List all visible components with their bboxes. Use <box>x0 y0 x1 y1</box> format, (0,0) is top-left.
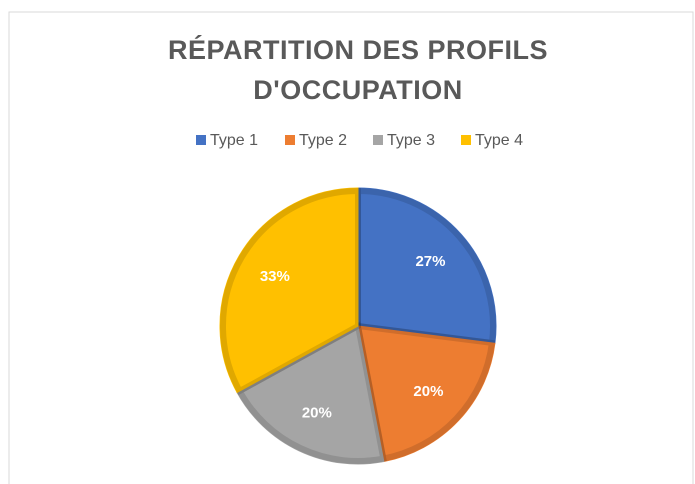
data-label: 27% <box>415 253 445 270</box>
pie-slice <box>219 187 359 394</box>
data-label: 20% <box>413 383 443 400</box>
chart-title: RÉPARTITION DES PROFILS D'OCCUPATION <box>167 35 549 105</box>
legend-label: Type 1 <box>210 132 258 149</box>
pie-slice <box>236 325 385 465</box>
data-label: 20% <box>302 404 332 421</box>
pie-slice <box>357 325 496 463</box>
pie-slice-border <box>220 187 361 396</box>
legend-label: Type 4 <box>475 132 523 149</box>
pie-slice <box>357 187 497 344</box>
data-label: 33% <box>260 268 290 285</box>
legend-label: Type 3 <box>387 132 435 149</box>
pie-slice-border <box>235 321 387 464</box>
legend-swatch <box>285 135 295 145</box>
pie-slice-border <box>355 187 496 347</box>
legend-swatch <box>373 135 383 145</box>
chart-frame <box>8 11 694 484</box>
legend-swatch <box>461 135 471 145</box>
legend-swatch <box>196 135 206 145</box>
legend-label: Type 2 <box>299 132 347 149</box>
pie-slice-border <box>354 322 496 463</box>
